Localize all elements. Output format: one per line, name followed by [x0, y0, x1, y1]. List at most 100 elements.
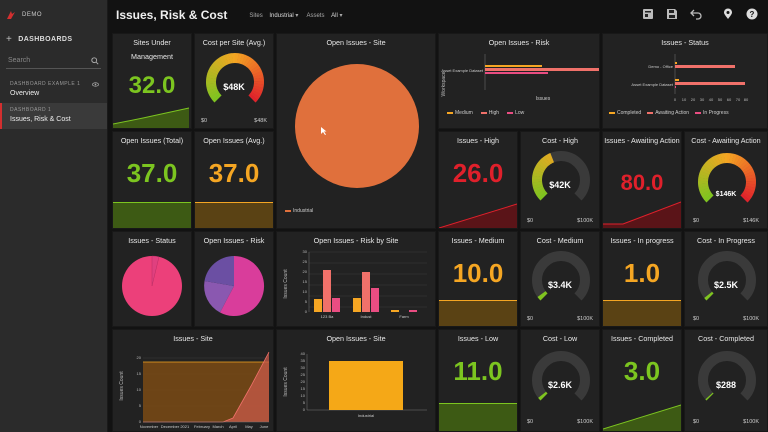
gauge-value: $288: [715, 380, 737, 390]
search-icon[interactable]: [91, 56, 99, 65]
card-title: Cost - Low: [542, 334, 578, 343]
filter-label: Assets: [306, 12, 325, 19]
card-issues-high[interactable]: Issues - High 26.0: [438, 131, 518, 229]
sidebar-item-caption: DASHBOARD EXAMPLE 1: [10, 81, 81, 87]
add-dashboard-icon[interactable]: +: [6, 34, 13, 45]
help-button[interactable]: ?: [744, 6, 760, 22]
bar-demo-completed[interactable]: [675, 62, 677, 64]
pie-slice-completed[interactable]: [151, 255, 160, 287]
legend-item-awaiting-action[interactable]: Awaiting Action: [647, 110, 689, 116]
bar-farm-low[interactable]: [409, 310, 417, 312]
filter-value[interactable]: All: [331, 12, 338, 19]
card-open-issues-risk-pie[interactable]: Open Issues - Risk: [194, 231, 274, 327]
card-issues-completed[interactable]: Issues - Completed 3.0: [602, 329, 682, 432]
caret-down-icon[interactable]: ▾: [339, 12, 343, 19]
caret-down-icon[interactable]: ▾: [295, 12, 299, 19]
card-issues-medium[interactable]: Issues - Medium 10.0: [438, 231, 518, 327]
legend-item-completed[interactable]: Completed: [609, 110, 641, 116]
bar-asset-awaiting[interactable]: [675, 82, 745, 85]
x-tick: 123 Ba: [321, 314, 334, 319]
card-issues-in-progress[interactable]: Issues - In progress 1.0: [602, 231, 682, 327]
bar-indust-low[interactable]: [371, 288, 379, 312]
card-title: Open Issues - Site: [326, 38, 386, 47]
pie-slice-medium[interactable]: [204, 281, 234, 313]
location-button[interactable]: [720, 6, 736, 22]
card-cost-high[interactable]: Cost - High $42K $0 $100K: [520, 131, 600, 229]
card-issues-status-pie[interactable]: Issues - Status: [112, 231, 192, 327]
x-tick: 30: [700, 97, 705, 102]
bar-high[interactable]: [485, 68, 599, 71]
bar-medium[interactable]: [485, 65, 542, 67]
bar-asset-completed[interactable]: [675, 79, 679, 81]
save-button[interactable]: [664, 6, 680, 22]
card-issues-site-area[interactable]: Issues - Site Issues Count 0 5 10 15 20 …: [112, 329, 274, 432]
search-box[interactable]: Search: [6, 53, 101, 69]
sidebar-item-label: Issues, Risk & Cost: [10, 116, 71, 123]
card-cost-low[interactable]: Cost - Low $2.6K $0 $100K: [520, 329, 600, 432]
filter-sites[interactable]: Sites Industrial ▾: [249, 12, 298, 19]
pie-slice-industrial[interactable]: [295, 64, 419, 188]
grid-view-button[interactable]: [640, 6, 656, 22]
svg-text:?: ?: [750, 10, 755, 19]
card-sites-under-management[interactable]: Sites Under Management 32.0: [112, 33, 192, 129]
area-series-rising[interactable]: [143, 352, 269, 422]
gauge-fill: [253, 74, 264, 80]
gauge-fill: [740, 162, 751, 172]
gauge-fill: [532, 169, 544, 176]
filter-label: Sites: [249, 12, 263, 19]
card-cost-medium[interactable]: Cost - Medium $3.4K $0 $100K: [520, 231, 600, 327]
sidebar-item-issues-risk-cost[interactable]: DASHBOARD 1 Issues, Risk & Cost: [0, 103, 107, 129]
eye-icon[interactable]: [92, 81, 99, 87]
sidebar-item-label: Overview: [10, 90, 40, 97]
bar-demo-awaiting[interactable]: [675, 65, 735, 68]
bar-industrial[interactable]: [329, 361, 403, 410]
card-cost-per-site[interactable]: Cost per Site (Avg.) $48K $0 $48K: [194, 33, 274, 129]
card-issues-awaiting-action[interactable]: Issues - Awaiting Action 80.0: [602, 131, 682, 229]
x-axis-label: Issues: [536, 96, 551, 102]
search-input[interactable]: Search: [8, 57, 31, 64]
card-cost-completed[interactable]: Cost - Completed $288 $0 $100K: [684, 329, 768, 432]
card-open-issues-risk[interactable]: Open Issues - Risk Workspace Asset Examp…: [438, 33, 600, 129]
y-tick: 15: [301, 386, 306, 391]
gauge-cost-awaiting: [698, 153, 756, 203]
filter-assets[interactable]: Assets All ▾: [306, 12, 342, 19]
filter-value[interactable]: Industrial: [269, 12, 294, 19]
card-open-issues-site-pie[interactable]: Open Issues - Site Industrial: [276, 33, 436, 229]
brand[interactable]: DEMO: [0, 0, 107, 30]
bar-farm-medium[interactable]: [391, 310, 399, 312]
bar-low[interactable]: [485, 72, 548, 74]
gauge-min: $0: [527, 316, 534, 322]
card-open-issues-total[interactable]: Open Issues (Total) 37.0: [112, 131, 192, 229]
bar-indust-medium[interactable]: [353, 298, 361, 312]
gauge-fill: [729, 153, 735, 164]
pie-slice-low[interactable]: [204, 256, 235, 286]
gauge-fill: [218, 56, 227, 67]
pie-open-issues-risk: [204, 255, 265, 316]
legend-item-in-progress[interactable]: In Progress: [695, 110, 729, 116]
card-open-issues-site-bar[interactable]: Open Issues - Site Issues Count 0 5 10 1…: [276, 329, 436, 432]
y-axis-label: Issues Count: [119, 371, 125, 401]
card-title: Issues - Completed: [611, 334, 673, 343]
bar-123ba-medium[interactable]: [314, 299, 322, 312]
card-risk-by-site[interactable]: Open Issues - Risk by Site Issues Count …: [276, 231, 436, 327]
area-series-flat[interactable]: [143, 362, 269, 422]
kpi-value: 37.0: [208, 158, 260, 188]
card-issues-low[interactable]: Issues - Low 11.0: [438, 329, 518, 432]
legend-item-industrial[interactable]: Industrial: [285, 208, 313, 214]
bar-123ba-high[interactable]: [323, 270, 331, 312]
card-issues-status-bar[interactable]: Issues - Status Demo - Office Asset Exam…: [602, 33, 768, 129]
card-cost-in-progress[interactable]: Cost - In Progress $2.5K $0 $100K: [684, 231, 768, 327]
card-open-issues-avg[interactable]: Open Issues (Avg.) 37.0: [194, 131, 274, 229]
bar-indust-high[interactable]: [362, 272, 370, 312]
sparkline: [603, 201, 681, 228]
sidebar-item-overview[interactable]: DASHBOARD EXAMPLE 1 Overview: [0, 77, 107, 103]
pie-slice-high[interactable]: [220, 255, 265, 316]
bar-asset-inprogress[interactable]: [675, 86, 676, 88]
legend-item-low[interactable]: Low: [507, 110, 524, 116]
gauge-fill: [221, 54, 229, 66]
bar-123ba-low[interactable]: [332, 298, 340, 312]
undo-button[interactable]: [688, 6, 704, 22]
legend-item-medium[interactable]: Medium: [447, 110, 473, 116]
legend-item-high[interactable]: High: [480, 110, 499, 116]
card-cost-awaiting-action[interactable]: Cost - Awaiting Action $146K $0 $146K: [684, 131, 768, 229]
